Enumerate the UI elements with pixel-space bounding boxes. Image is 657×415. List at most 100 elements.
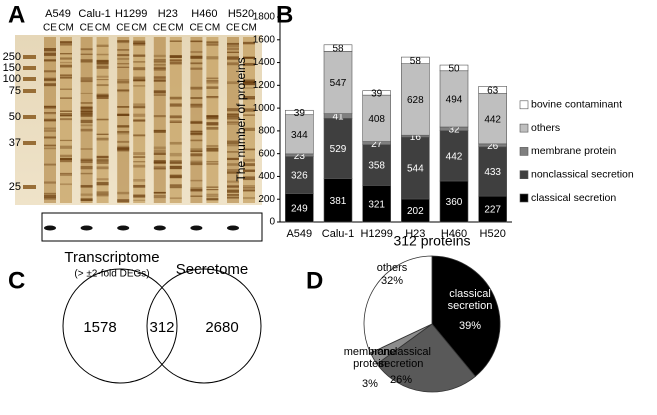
gel-band: [96, 53, 109, 56]
gel-band: [206, 126, 219, 130]
venn-set-subtitle: (> ±2-fold DEGs): [74, 269, 149, 280]
value-label: 227: [484, 205, 501, 216]
bar-segment: [362, 185, 391, 223]
gel-band: [60, 53, 72, 55]
gel-band: [80, 110, 93, 112]
gel-band: [243, 187, 255, 191]
value-label: 442: [484, 114, 501, 125]
gel-band: [190, 40, 203, 43]
gel-band: [117, 89, 130, 93]
gel-band: [44, 163, 56, 166]
gel-band: [80, 106, 93, 110]
bar-segment: [323, 118, 353, 179]
gel-band: [243, 108, 255, 112]
gel-band: [169, 167, 182, 170]
legend-label: classical secretion: [531, 192, 616, 204]
ladder-band: [23, 141, 36, 145]
legend-swatch: [519, 123, 529, 133]
ladder-band: [23, 115, 36, 119]
marker-label: 25: [9, 181, 21, 193]
bar-segment: [323, 51, 353, 114]
slice-value: 26%: [389, 374, 413, 386]
gel-band: [133, 155, 146, 158]
gel-band: [133, 42, 146, 45]
gel-band: [96, 184, 109, 186]
x-tick-label: H520: [480, 228, 506, 240]
bar-segment: [439, 64, 469, 72]
gel-band: [133, 119, 146, 122]
slice-label: others: [376, 262, 408, 274]
value-label: 529: [330, 144, 347, 155]
gel-band: [60, 88, 72, 90]
gel-band: [153, 191, 166, 194]
gel-band: [117, 40, 130, 43]
gel-band: [117, 145, 130, 148]
gel-band: [206, 56, 219, 60]
value-label: 27: [371, 139, 383, 150]
gel-band: [169, 103, 182, 107]
gel-band: [60, 159, 72, 163]
gel-band: [153, 146, 166, 150]
x-tick-label: A549: [286, 228, 312, 240]
gel-band: [206, 115, 219, 117]
gel-band: [60, 113, 72, 117]
gel-band: [44, 144, 56, 146]
bar-segment: [362, 90, 391, 96]
gel-band: [96, 160, 109, 164]
gel-band: [206, 144, 219, 148]
gel-band: [44, 48, 56, 52]
gel-band: [243, 148, 255, 151]
gel-band: [96, 137, 109, 140]
gel-band: [169, 197, 182, 200]
gel-band: [96, 182, 109, 184]
cell-line-label: H460: [191, 8, 217, 20]
gel-band: [96, 155, 109, 159]
gel-band: [243, 189, 255, 192]
pie-slice: [431, 255, 501, 377]
gel-band: [80, 148, 93, 150]
gel-band: [243, 41, 255, 45]
blot-band: [117, 225, 130, 231]
value-label: 433: [484, 167, 501, 178]
gel-band: [117, 66, 130, 68]
gel-band: [190, 55, 203, 59]
gel-band: [96, 75, 109, 78]
cell-line-label: H520: [228, 8, 254, 20]
lane-label: CE: [226, 23, 240, 34]
gel-band: [153, 167, 166, 170]
x-tick-label: H1299: [360, 228, 392, 240]
lane-label: CM: [205, 23, 221, 34]
gel-band: [117, 58, 130, 60]
gel-band: [190, 67, 203, 70]
gel-band: [60, 145, 72, 149]
gel-band: [153, 152, 166, 155]
marker-label: 100: [3, 73, 21, 85]
gel-band: [169, 59, 182, 61]
gel-band: [190, 187, 203, 189]
legend-swatch: [519, 147, 529, 156]
gel-band: [60, 115, 72, 117]
gel-band: [80, 59, 93, 63]
marker-label: 50: [9, 111, 21, 123]
gel-band: [227, 51, 239, 53]
gel-band: [117, 199, 130, 203]
gel-band: [190, 188, 203, 192]
gel-band: [96, 65, 109, 69]
gel-band: [133, 161, 146, 163]
gel-band: [169, 61, 182, 65]
bar-segment: [285, 156, 314, 194]
gel-band: [80, 102, 93, 104]
gel-band: [227, 121, 239, 125]
gel-band: [206, 41, 219, 44]
gel-band: [206, 44, 219, 46]
gel-band: [117, 63, 130, 65]
gel-band: [243, 56, 255, 59]
lane-label: CE: [80, 23, 94, 34]
gel-band: [133, 194, 146, 198]
gel-band: [117, 191, 130, 195]
gel-band: [117, 125, 130, 128]
gel-band: [80, 77, 93, 81]
gel-band: [133, 54, 146, 57]
gel-band: [44, 194, 56, 199]
gel-band: [243, 175, 255, 178]
